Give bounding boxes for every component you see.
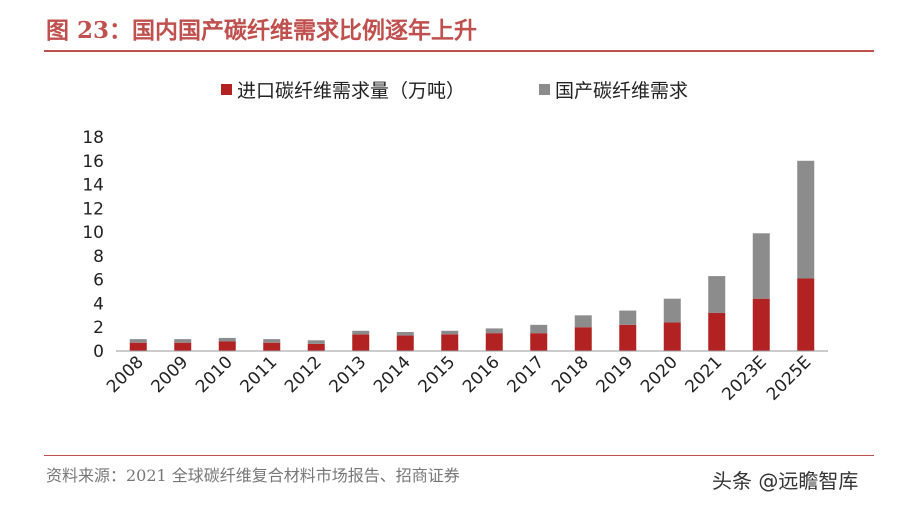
y-tick-label: 0 bbox=[93, 342, 104, 362]
bar-domestic bbox=[129, 339, 147, 343]
bar-imported bbox=[352, 334, 370, 351]
x-tick-label: 2008 bbox=[103, 352, 148, 397]
chart-title: 图 23：国内国产碳纤维需求比例逐年上升 bbox=[46, 17, 478, 44]
y-tick-label: 8 bbox=[93, 247, 104, 267]
legend-label-imported: 进口碳纤维需求量（万吨） bbox=[237, 80, 466, 102]
bar-domestic bbox=[663, 298, 681, 323]
x-tick-label: 2025E bbox=[763, 352, 815, 404]
bar-imported bbox=[396, 335, 414, 351]
bar-domestic bbox=[485, 328, 503, 334]
bar-imported bbox=[752, 298, 770, 351]
bar-imported bbox=[663, 322, 681, 351]
y-tick-label: 6 bbox=[93, 271, 104, 291]
y-tick-label: 14 bbox=[82, 176, 104, 196]
legend-label-domestic: 国产碳纤维需求 bbox=[555, 80, 689, 102]
bar-imported bbox=[708, 312, 726, 351]
bar-domestic bbox=[396, 331, 414, 336]
x-tick-label: 2013 bbox=[326, 352, 371, 397]
bar-imported bbox=[263, 342, 281, 351]
source-note: 资料来源：2021 全球碳纤维复合材料市场报告、招商证券 bbox=[46, 466, 460, 485]
y-tick-label: 10 bbox=[82, 223, 104, 243]
bar-imported bbox=[129, 342, 147, 351]
bar-imported bbox=[574, 327, 592, 351]
bar-imported bbox=[619, 324, 637, 351]
x-tick-label: 2019 bbox=[593, 352, 638, 397]
x-tick-label: 2010 bbox=[192, 352, 237, 397]
y-tick-label: 16 bbox=[82, 152, 104, 172]
bar-domestic bbox=[218, 337, 236, 342]
legend-swatch-imported bbox=[221, 84, 232, 95]
source-divider bbox=[44, 455, 874, 456]
y-tick-label: 12 bbox=[82, 199, 104, 219]
bar-imported bbox=[218, 341, 236, 351]
bar-imported bbox=[441, 334, 459, 351]
y-tick-label: 4 bbox=[93, 294, 104, 314]
bar-domestic bbox=[797, 160, 815, 279]
x-tick-label: 2017 bbox=[504, 352, 549, 397]
y-tick-label: 18 bbox=[82, 128, 104, 148]
x-tick-label: 2020 bbox=[637, 352, 682, 397]
bar-imported bbox=[174, 342, 192, 351]
bar-domestic bbox=[752, 233, 770, 299]
x-tick-label: 2009 bbox=[148, 352, 193, 397]
bar-domestic bbox=[307, 340, 325, 344]
legend-item-domestic: 国产碳纤维需求 bbox=[539, 76, 688, 103]
bar-imported bbox=[530, 333, 548, 351]
x-tick-label: 2023E bbox=[718, 352, 770, 404]
bar-imported bbox=[797, 278, 815, 351]
x-tick-label: 2011 bbox=[237, 352, 282, 397]
bar-domestic bbox=[352, 330, 370, 335]
x-tick-label: 2015 bbox=[415, 352, 460, 397]
title-divider bbox=[44, 50, 874, 52]
x-tick-label: 2016 bbox=[459, 352, 504, 397]
x-tick-label: 2012 bbox=[281, 352, 326, 397]
y-tick-label: 2 bbox=[93, 318, 104, 338]
x-tick-label: 2014 bbox=[370, 352, 415, 397]
bar-imported bbox=[307, 343, 325, 351]
bar-domestic bbox=[441, 330, 459, 335]
bar-imported bbox=[485, 333, 503, 351]
bar-domestic bbox=[530, 324, 548, 334]
legend-swatch-domestic bbox=[539, 84, 550, 95]
bar-domestic bbox=[263, 339, 281, 343]
x-tick-label: 2018 bbox=[548, 352, 593, 397]
bar-domestic bbox=[708, 276, 726, 313]
legend: 进口碳纤维需求量（万吨） 国产碳纤维需求 bbox=[0, 76, 905, 102]
watermark: 头条 @远瞻智库 bbox=[712, 469, 859, 493]
bar-domestic bbox=[619, 310, 637, 325]
legend-item-imported: 进口碳纤维需求量（万吨） bbox=[221, 76, 465, 103]
bar-domestic bbox=[174, 339, 192, 343]
bar-domestic bbox=[574, 315, 592, 328]
